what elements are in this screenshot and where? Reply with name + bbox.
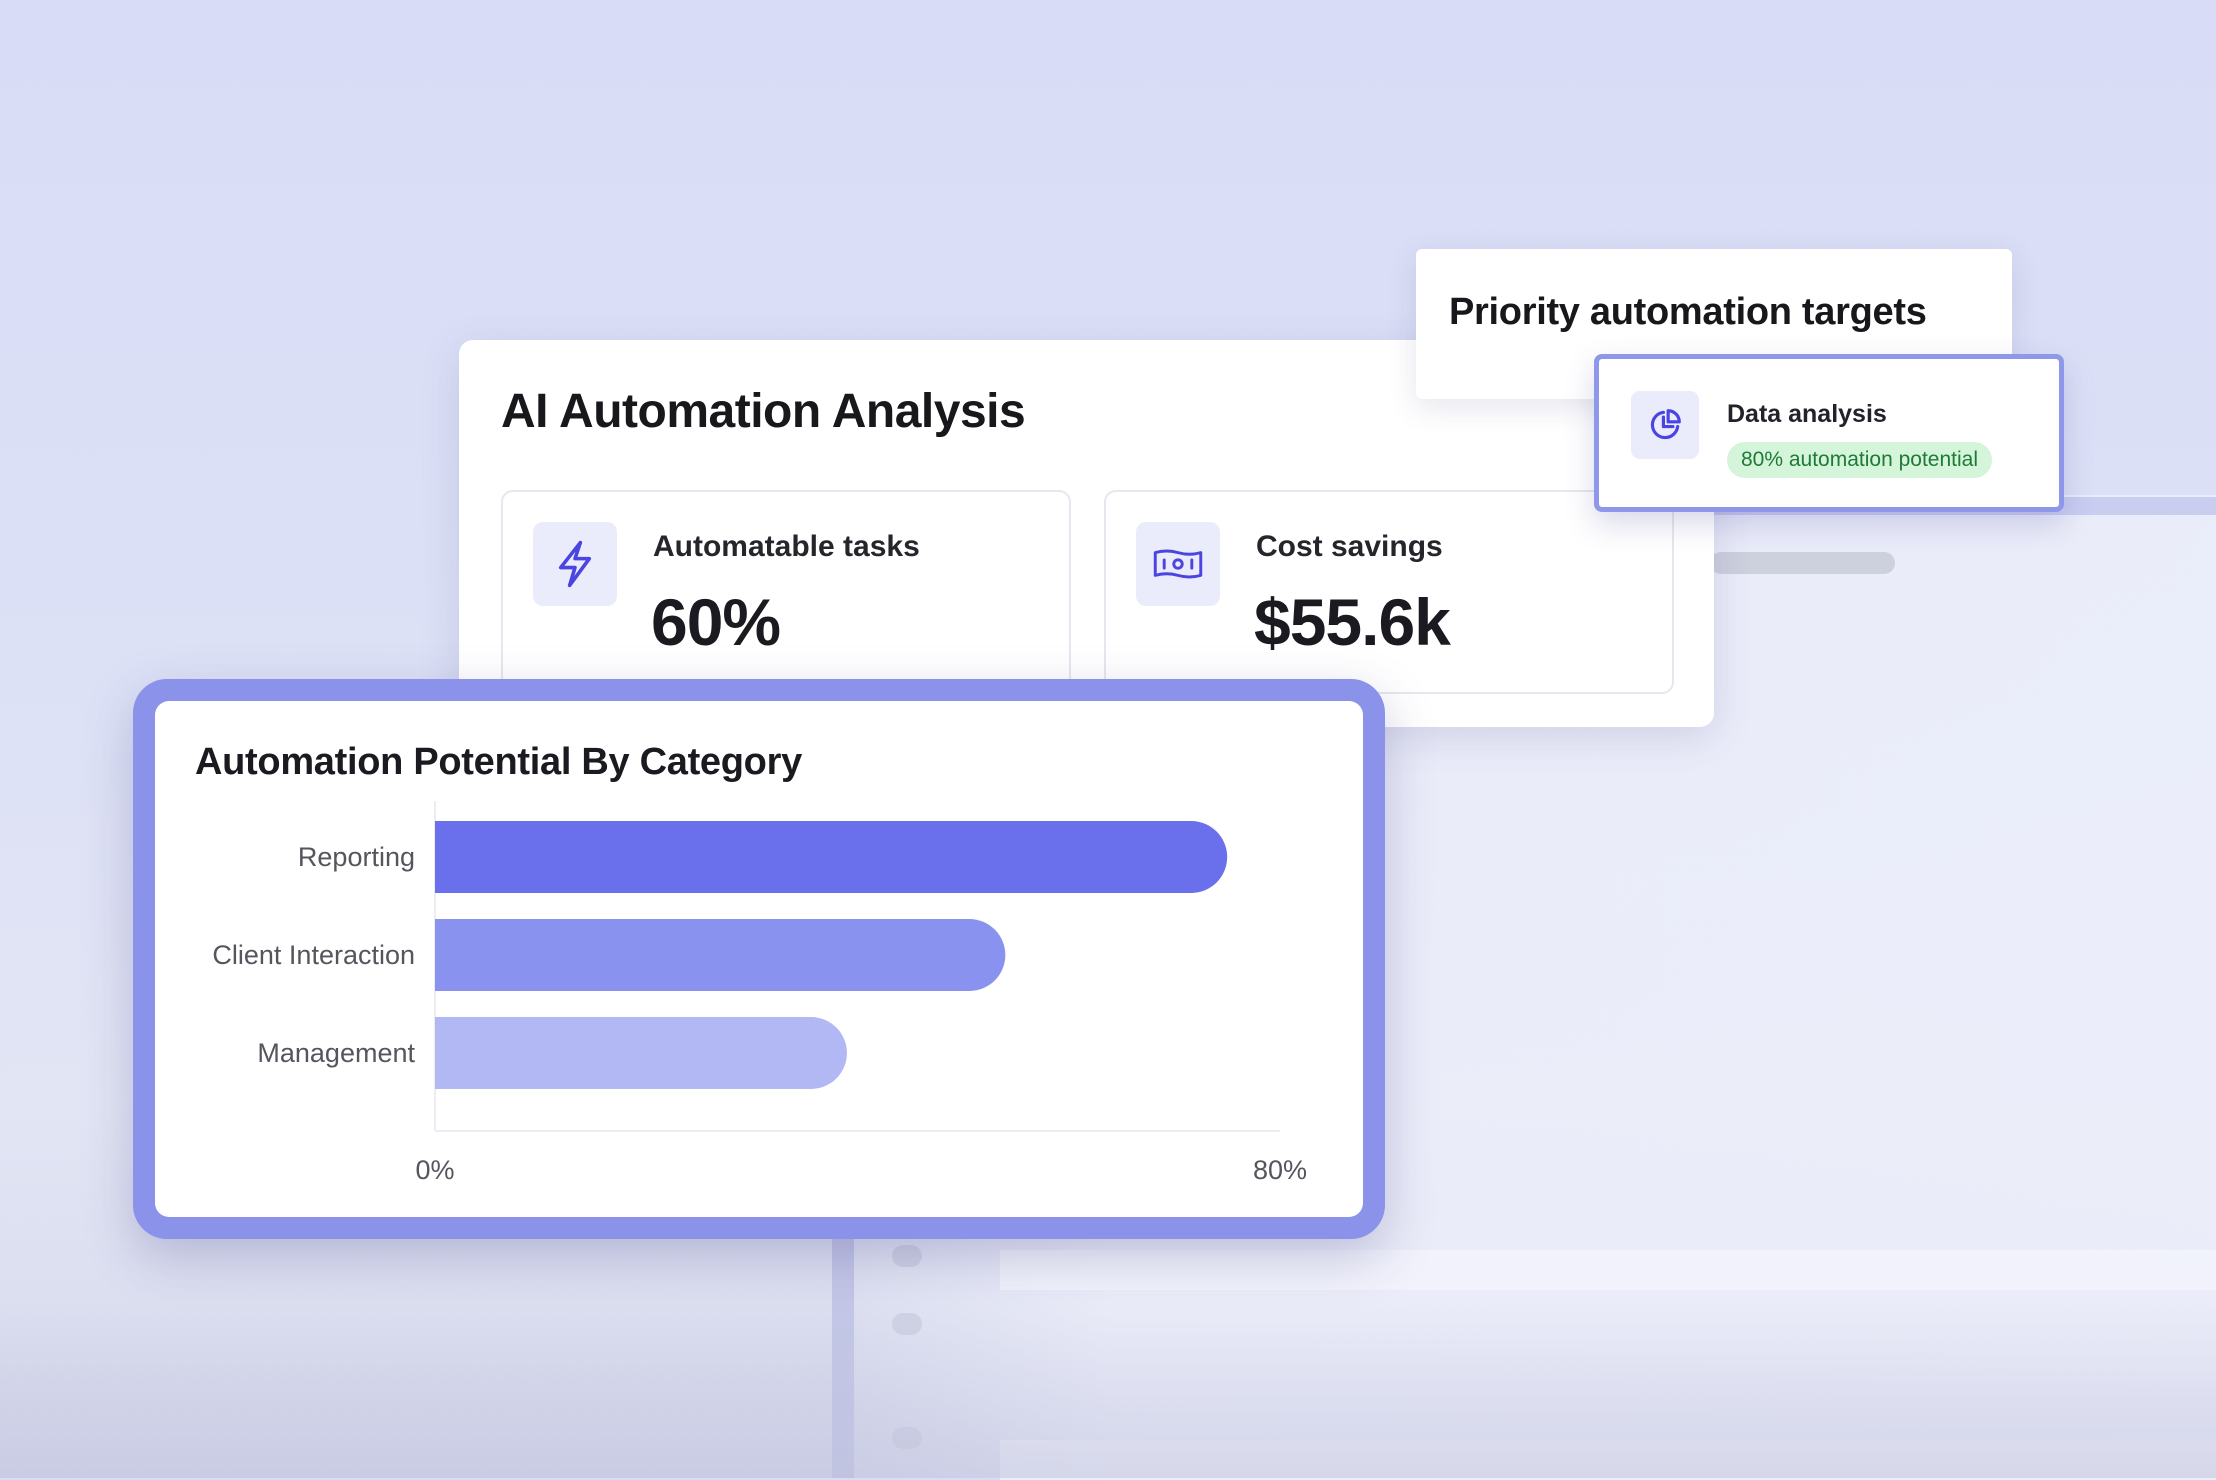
category-label: Management	[257, 1038, 415, 1068]
automation-potential-badge: 80% automation potential	[1727, 442, 1992, 478]
banknote-icon	[1136, 522, 1220, 606]
x-tick-label: 80%	[1253, 1155, 1307, 1185]
ai-automation-analysis-card: AI Automation Analysis Automatable tasks…	[459, 340, 1714, 727]
category-label: Client Interaction	[212, 940, 415, 970]
background-row	[1000, 1250, 2216, 1290]
x-tick-label: 0%	[415, 1155, 454, 1185]
stat-label: Cost savings	[1256, 530, 1443, 563]
target-label: Data analysis	[1727, 400, 1887, 428]
bar-chart: Reporting Client Interaction Management 0% 8…	[212, 801, 1307, 1185]
priority-title: Priority automation targets	[1449, 291, 1927, 333]
background-placeholder-pill	[1710, 552, 1895, 574]
pie-chart-icon	[1631, 391, 1699, 459]
data-analysis-target-card[interactable]: Data analysis 80% automation potential	[1594, 354, 2064, 512]
automation-potential-chart-card: Automation Potential By Category Reporti…	[133, 679, 1385, 1239]
bar-management	[435, 1017, 847, 1089]
bar-reporting	[435, 821, 1228, 893]
chart-panel: Automation Potential By Category Reporti…	[155, 701, 1363, 1217]
analysis-title: AI Automation Analysis	[501, 385, 1026, 438]
stat-label: Automatable tasks	[653, 530, 920, 563]
stat-value: 60%	[651, 585, 781, 659]
bar-client-interaction	[435, 919, 1006, 991]
chart-title: Automation Potential By Category	[195, 741, 802, 783]
category-label: Reporting	[298, 842, 415, 872]
background-row-marker	[892, 1245, 922, 1267]
lightning-bolt-icon	[533, 522, 617, 606]
automatable-tasks-stat[interactable]: Automatable tasks 60%	[501, 490, 1071, 694]
background-bottom-shade	[0, 1300, 2216, 1478]
cost-savings-stat[interactable]: Cost savings $55.6k	[1104, 490, 1674, 694]
stat-value: $55.6k	[1254, 585, 1451, 659]
